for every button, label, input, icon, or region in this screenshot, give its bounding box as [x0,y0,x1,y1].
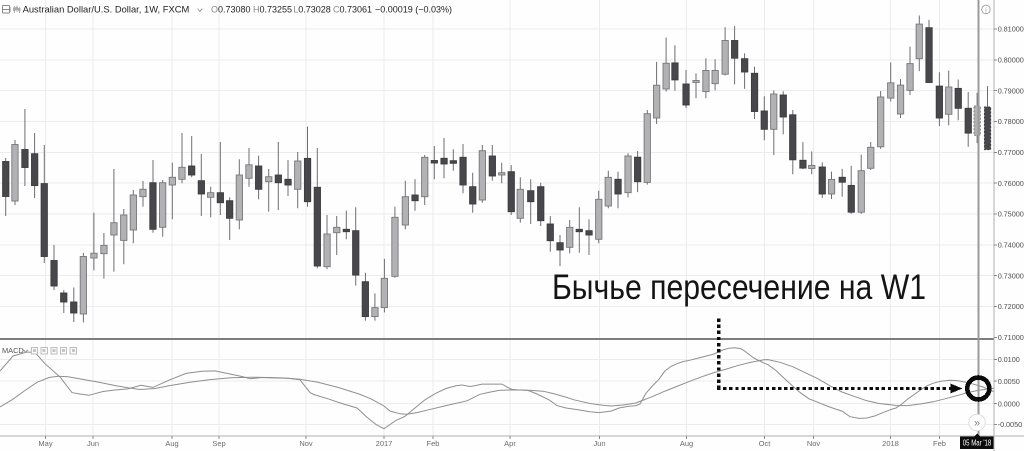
svg-text:0.80000: 0.80000 [998,55,1024,64]
svg-text:Australian Dollar/U.S. Dollar,: Australian Dollar/U.S. Dollar, 1W, FXCM [23,4,190,15]
svg-text:0.71000: 0.71000 [998,333,1024,342]
svg-text:0.0050: 0.0050 [998,377,1020,386]
svg-text:Oct: Oct [759,439,772,448]
svg-text:MACD: MACD [2,346,24,355]
svg-text:Jun: Jun [593,439,605,448]
svg-text:May: May [38,439,52,448]
svg-text:i: i [985,5,987,14]
svg-text:0.81000: 0.81000 [998,25,1024,34]
svg-text:0.73000: 0.73000 [998,271,1024,280]
svg-text:Nov: Nov [807,439,821,448]
svg-text:H0.73255: H0.73255 [253,5,292,15]
svg-text:0.74000: 0.74000 [998,240,1024,249]
svg-text:0.79000: 0.79000 [998,86,1024,95]
svg-text:C0.73061: C0.73061 [333,5,372,15]
svg-text:0.75000: 0.75000 [998,210,1024,219]
svg-text:0.76000: 0.76000 [998,179,1024,188]
svg-text:Feb: Feb [427,439,440,448]
svg-text:0.0000: 0.0000 [998,399,1020,408]
svg-text:0.78000: 0.78000 [998,117,1024,126]
svg-text:»: » [974,417,980,429]
svg-text:L0.73028: L0.73028 [293,5,331,15]
svg-text:Sep: Sep [212,439,225,448]
svg-text:Бычье пересечение на W1: Бычье пересечение на W1 [552,268,926,307]
svg-text:Jun: Jun [87,439,99,448]
svg-text:05 Mar '18: 05 Mar '18 [963,439,992,448]
svg-text:Aug: Aug [165,439,178,448]
svg-text:0.77000: 0.77000 [998,148,1024,157]
svg-text:−0.00019 (−0.03%): −0.00019 (−0.03%) [375,5,452,15]
svg-text:0.0100: 0.0100 [998,355,1020,364]
svg-text:Nov: Nov [299,439,313,448]
svg-text:2017: 2017 [376,439,393,448]
svg-text:0.72000: 0.72000 [998,302,1024,311]
svg-text:Feb: Feb [933,439,946,448]
svg-text:O0.73080: O0.73080 [211,5,251,15]
svg-text:2018: 2018 [882,439,899,448]
svg-text:Aug: Aug [680,439,693,448]
svg-text:Apr: Apr [504,439,516,448]
svg-text:-0.0050: -0.0050 [998,420,1022,429]
